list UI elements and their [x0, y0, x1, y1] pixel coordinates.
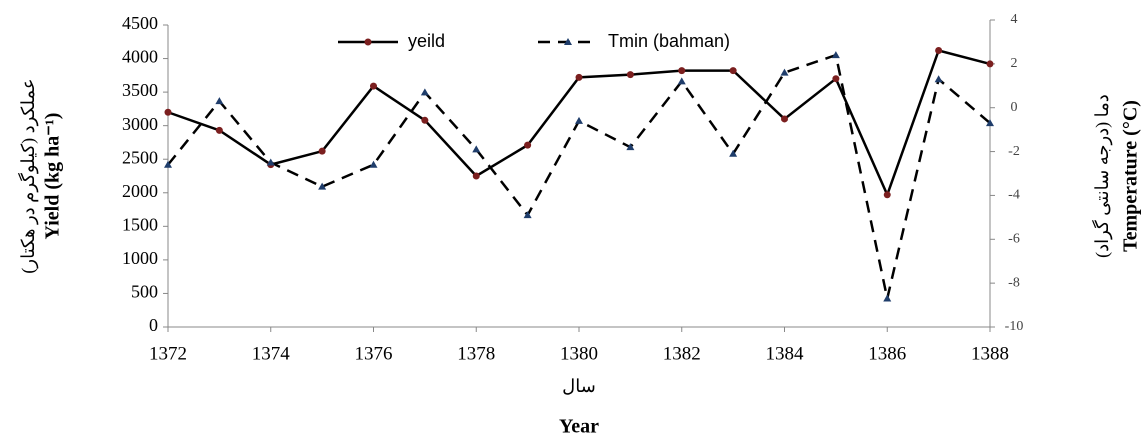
data-point	[472, 172, 480, 180]
y-tick-label: 3000	[122, 114, 158, 134]
data-point	[626, 143, 635, 151]
y-tick-label: 4500	[122, 13, 158, 33]
data-point	[832, 75, 840, 83]
data-point	[215, 126, 223, 134]
y-axis-label-fa: عملکرد (کیلوگرم در هکتار)	[17, 78, 39, 273]
x-tick-label: 1380	[560, 343, 598, 364]
data-point	[883, 191, 891, 199]
data-point	[164, 160, 172, 168]
data-point	[421, 116, 429, 124]
y-tick-label: 0	[149, 315, 158, 335]
y-tick-label: 1000	[122, 248, 158, 268]
legend-label: yeild	[408, 31, 445, 51]
series-line	[167, 53, 991, 299]
x-tick-label: 1384	[766, 343, 805, 364]
legend-label: Tmin (bahman)	[608, 31, 730, 51]
data-point	[420, 88, 429, 96]
data-point	[575, 116, 583, 124]
x-tick-label: 1382	[663, 343, 701, 364]
x-axis-label: Year	[559, 416, 599, 434]
y2-axis-label-fa: دما (درجه سانتی گراد)	[1091, 94, 1113, 258]
x-axis-label-fa: سال	[562, 376, 596, 396]
y2-tick-label: -4	[1008, 188, 1020, 203]
y2-tick-label: -10	[1005, 319, 1024, 334]
data-point	[575, 73, 583, 81]
y2-tick-label: 2	[1011, 56, 1018, 71]
y-tick-label: 500	[131, 282, 158, 302]
y2-tick-label: 0	[1011, 100, 1018, 115]
data-point	[986, 119, 994, 127]
y-tick-label: 4000	[122, 47, 158, 67]
y2-tick-label: -8	[1008, 275, 1020, 290]
y-tick-label: 2500	[122, 147, 158, 167]
data-point	[523, 211, 532, 219]
x-tick-label: 1376	[355, 343, 393, 364]
data-point	[164, 108, 172, 116]
y2-tick-label: 4	[1011, 12, 1018, 27]
legend-marker	[364, 38, 372, 46]
data-point	[678, 67, 686, 75]
data-point	[626, 71, 634, 79]
y2-tick-label: -2	[1008, 144, 1020, 159]
data-point	[369, 160, 378, 168]
data-point	[472, 145, 481, 153]
y2-tick-label: -6	[1008, 232, 1020, 247]
data-point	[370, 82, 377, 90]
y-axis-label: Yield (kg ha⁻¹)	[42, 113, 64, 240]
data-point	[318, 182, 327, 190]
legend-marker	[564, 38, 572, 45]
data-point	[780, 68, 789, 76]
y-tick-label: 1500	[122, 214, 158, 234]
y-tick-label: 2000	[122, 181, 158, 201]
x-tick-label: 1386	[868, 343, 906, 364]
data-point	[986, 60, 994, 68]
data-point	[524, 141, 532, 149]
data-point	[677, 77, 686, 85]
x-tick-label: 1388	[971, 343, 1009, 364]
x-tick-label: 1378	[457, 343, 495, 364]
x-tick-label: 1372	[149, 343, 187, 364]
data-point	[831, 51, 840, 59]
data-point	[729, 67, 737, 75]
data-point	[781, 115, 788, 123]
data-point	[266, 158, 275, 166]
data-point	[729, 149, 738, 157]
data-point	[215, 97, 224, 105]
data-point	[318, 147, 326, 155]
data-point	[935, 47, 943, 55]
y-tick-label: 3500	[122, 80, 158, 100]
x-tick-label: 1374	[252, 343, 291, 364]
y2-axis-label: Temperature (°C)	[1120, 100, 1142, 252]
data-point	[883, 294, 892, 302]
data-point	[934, 75, 943, 83]
